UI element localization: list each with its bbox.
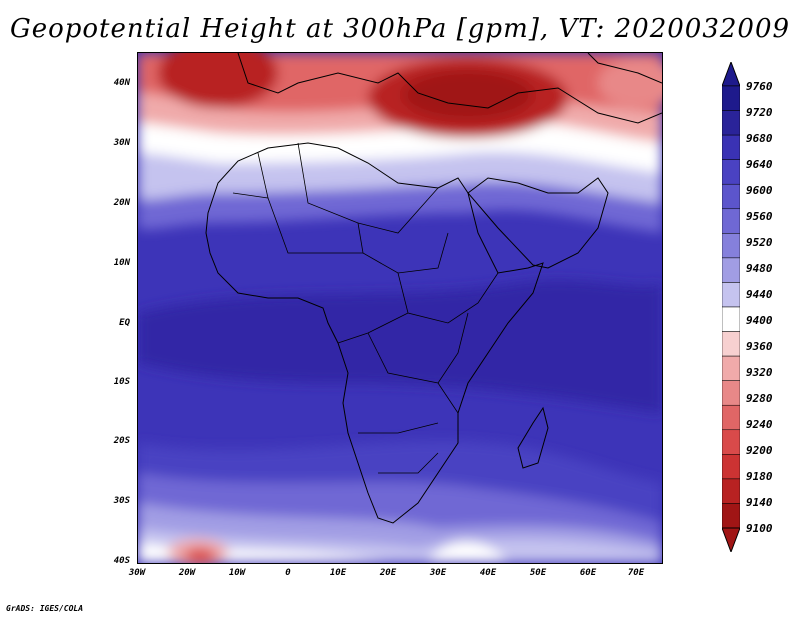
lon-label-50e: 50E <box>529 568 547 578</box>
lon-label-30w: 30W <box>128 568 146 578</box>
colorbar-swatch <box>722 404 740 431</box>
colorbar-label: 9100 <box>746 522 773 535</box>
colorbar-swatch <box>722 380 740 406</box>
colorbar-label: 9520 <box>746 236 773 249</box>
colorbar-label: 9560 <box>746 210 773 223</box>
colorbar-label: 9480 <box>746 262 773 275</box>
colorbar-swatch <box>722 503 740 529</box>
lat-label-30s: 30S <box>113 496 130 506</box>
colorbar-swatch <box>722 159 740 185</box>
lon-label-10w: 10W <box>228 568 246 578</box>
lat-label-10n: 10N <box>113 258 130 268</box>
chart-title: Geopotential Height at 300hPa [gpm], VT:… <box>9 14 791 44</box>
colorbar-label: 9200 <box>746 444 773 457</box>
colorbar-label: 9140 <box>746 496 773 509</box>
colorbar-label: 9320 <box>746 366 773 379</box>
colorbar-swatch <box>722 331 740 357</box>
lat-label-eq: EQ <box>119 318 130 328</box>
colorbar-swatch <box>722 282 740 308</box>
colorbar-swatch <box>722 454 740 480</box>
colorbar-label: 9720 <box>746 106 773 119</box>
colorbar-swatch <box>722 429 740 455</box>
colorbar <box>722 62 740 552</box>
colorbar-label: 9280 <box>746 392 773 405</box>
colorbar-swatch <box>722 233 740 259</box>
colorbar-swatch <box>722 306 740 332</box>
colorbar-label: 9180 <box>746 470 773 483</box>
colorbar-swatch <box>722 85 740 111</box>
lon-label-20w: 20W <box>178 568 196 578</box>
lon-label-30e: 30E <box>429 568 447 578</box>
lon-label-70e: 70E <box>627 568 645 578</box>
lon-label-40e: 40E <box>479 568 497 578</box>
colorbar-swatch <box>722 208 740 234</box>
colorbar-bottom-arrow <box>722 527 740 552</box>
colorbar-label: 9360 <box>746 340 773 353</box>
lat-label-40n: 40N <box>113 78 130 88</box>
colorbar-top-arrow <box>722 62 740 87</box>
colorbar-label: 9240 <box>746 418 773 431</box>
colorbar-swatch <box>722 478 740 504</box>
colorbar-swatch <box>722 183 740 210</box>
map-panel <box>137 52 663 564</box>
footer-credit: GrADS: IGES/COLA <box>6 604 84 613</box>
colorbar-swatch <box>722 355 740 381</box>
colorbar-label: 9440 <box>746 288 773 301</box>
colorbar-swatch <box>722 134 740 160</box>
lat-label-10s: 10S <box>113 377 130 387</box>
colorbar-label: 9640 <box>746 158 773 171</box>
colorbar-swatch <box>722 257 740 283</box>
lon-label-60e: 60E <box>579 568 597 578</box>
height-field <box>138 53 662 563</box>
lat-label-30n: 30N <box>113 138 130 148</box>
lat-label-20n: 20N <box>113 198 130 208</box>
lat-label-40s: 40S <box>113 556 130 566</box>
colorbar-swatch <box>722 110 740 136</box>
colorbar-label: 9680 <box>746 132 773 145</box>
colorbar-label: 9760 <box>746 80 773 93</box>
lon-label-10e: 10E <box>329 568 347 578</box>
lon-label-0: 0 <box>285 568 291 578</box>
lat-label-20s: 20S <box>113 436 130 446</box>
lon-label-20e: 20E <box>379 568 397 578</box>
colorbar-label: 9600 <box>746 184 773 197</box>
coastlines <box>205 53 662 524</box>
colorbar-label: 9400 <box>746 314 773 327</box>
